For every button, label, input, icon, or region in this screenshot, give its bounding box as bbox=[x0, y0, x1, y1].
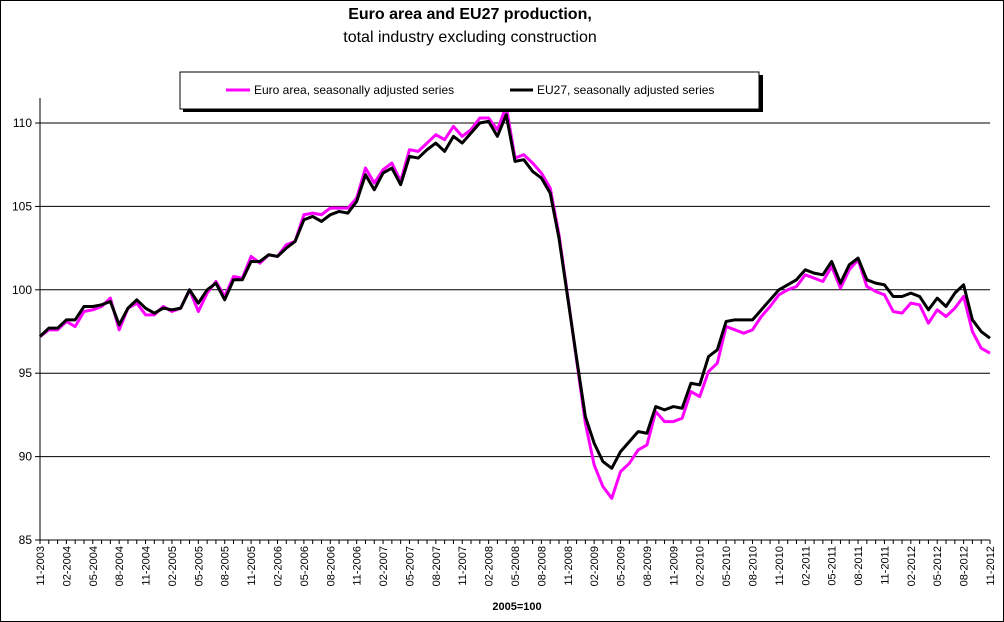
x-tick-label: 11-2006 bbox=[352, 546, 364, 586]
legend: Euro area, seasonally adjusted series EU2… bbox=[179, 71, 763, 112]
x-tick-label: 02-2009 bbox=[589, 546, 601, 586]
legend-label: EU27, seasonally adjusted series bbox=[537, 83, 714, 97]
y-tick-label: 90 bbox=[19, 450, 33, 464]
x-axis-ticks: 11-2003 02-2004 05-2004 08-2004 11-2004 02-20… bbox=[35, 540, 997, 586]
x-tick-label: 08-2012 bbox=[959, 546, 971, 586]
series-line-eu27 bbox=[38, 113, 991, 470]
x-tick-label: 11-2010 bbox=[774, 546, 786, 586]
x-tick-label: 08-2006 bbox=[325, 546, 337, 586]
x-tick-label: 08-2011 bbox=[853, 546, 865, 586]
x-tick-label: 05-2005 bbox=[193, 546, 205, 586]
legend-box bbox=[179, 71, 760, 110]
x-tick-label: 02-2004 bbox=[61, 546, 73, 586]
x-tick-label: 05-2010 bbox=[721, 546, 733, 586]
x-tick-label: 08-2008 bbox=[536, 546, 548, 586]
y-tick-label: 105 bbox=[12, 199, 32, 213]
axes bbox=[39, 98, 990, 541]
x-tick-label: 02-2006 bbox=[273, 546, 285, 586]
x-tick-label: 11-2007 bbox=[457, 546, 469, 586]
y-tick-label: 95 bbox=[19, 366, 33, 380]
x-tick-label: 08-2005 bbox=[220, 546, 232, 586]
grid-lines bbox=[40, 122, 990, 458]
x-tick-label: 08-2004 bbox=[114, 546, 126, 586]
x-tick-label: 11-2012 bbox=[985, 546, 997, 586]
y-tick-label: 110 bbox=[13, 116, 32, 130]
x-tick-label: 08-2009 bbox=[642, 546, 654, 586]
x-tick-label: 11-2003 bbox=[35, 546, 47, 586]
legend-label: Euro area, seasonally adjusted series bbox=[254, 83, 454, 97]
y-tick-label: 100 bbox=[12, 283, 32, 297]
x-tick-label: 05-2008 bbox=[510, 546, 522, 586]
x-tick-label: 05-2004 bbox=[88, 546, 100, 586]
x-tick-label: 11-2009 bbox=[668, 546, 680, 586]
x-axis-label: 2005=100 bbox=[492, 601, 541, 613]
x-tick-label: 05-2006 bbox=[299, 546, 311, 586]
x-tick-label: 11-2011 bbox=[879, 546, 891, 585]
x-tick-label: 05-2007 bbox=[404, 546, 416, 586]
x-tick-label: 11-2004 bbox=[141, 546, 153, 586]
x-tick-label: 05-2011 bbox=[827, 546, 839, 586]
x-tick-label: 02-2012 bbox=[906, 546, 918, 586]
x-tick-label: 11-2005 bbox=[246, 546, 258, 586]
x-tick-label: 08-2010 bbox=[748, 546, 760, 586]
y-tick-label: 85 bbox=[19, 533, 33, 547]
x-tick-label: 05-2009 bbox=[616, 546, 628, 586]
x-tick-label: 02-2005 bbox=[167, 546, 179, 586]
x-tick-label: 08-2007 bbox=[431, 546, 443, 586]
chart-title: Euro area and EU27 production, bbox=[348, 6, 592, 23]
y-axis-ticks: 85 90 95 100 105 110 bbox=[12, 116, 40, 547]
x-tick-label: 05-2012 bbox=[932, 546, 944, 586]
x-tick-label: 02-2011 bbox=[800, 546, 812, 586]
x-tick-label: 11-2008 bbox=[563, 546, 575, 586]
x-tick-label: 02-2010 bbox=[695, 546, 707, 586]
series-lines bbox=[38, 104, 991, 500]
x-tick-label: 02-2007 bbox=[378, 546, 390, 586]
chart-subtitle: total industry excluding construction bbox=[343, 29, 597, 46]
x-tick-label: 02-2008 bbox=[484, 546, 496, 586]
